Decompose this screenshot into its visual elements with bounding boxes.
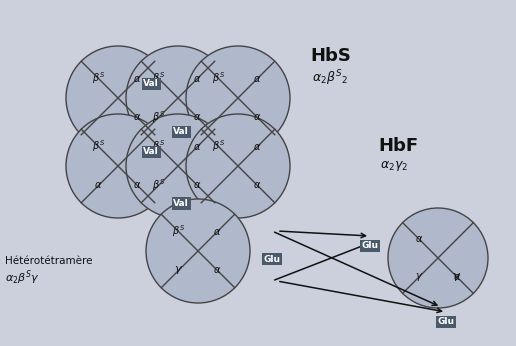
Text: Hétérotétramère: Hétérotétramère xyxy=(5,256,92,266)
Text: $\alpha$: $\alpha$ xyxy=(253,181,262,190)
Circle shape xyxy=(126,46,230,150)
Text: $\beta^S$: $\beta^S$ xyxy=(152,177,165,193)
Circle shape xyxy=(186,46,290,150)
Text: $\beta^S$: $\beta^S$ xyxy=(92,71,105,86)
Text: $\alpha$: $\alpha$ xyxy=(133,181,141,190)
Circle shape xyxy=(66,114,170,218)
Text: $\alpha$: $\alpha$ xyxy=(94,181,103,190)
Text: $\alpha$: $\alpha$ xyxy=(194,74,202,83)
Circle shape xyxy=(66,46,170,150)
Text: $\alpha_2\beta^S{}_2$: $\alpha_2\beta^S{}_2$ xyxy=(312,68,348,88)
Text: $\alpha$: $\alpha$ xyxy=(194,142,202,152)
Circle shape xyxy=(126,114,230,218)
Text: $\beta^S$: $\beta^S$ xyxy=(152,139,165,154)
Text: $\alpha$: $\alpha$ xyxy=(194,181,202,190)
Text: $\gamma$: $\gamma$ xyxy=(452,271,461,283)
Text: $\gamma$: $\gamma$ xyxy=(415,271,423,283)
Circle shape xyxy=(186,114,290,218)
Text: Val: Val xyxy=(143,147,159,156)
Text: $\beta^S$: $\beta^S$ xyxy=(152,110,165,125)
Text: $\alpha$: $\alpha$ xyxy=(453,272,461,282)
Circle shape xyxy=(146,199,250,303)
Text: $\alpha_2\gamma_2$: $\alpha_2\gamma_2$ xyxy=(380,159,408,173)
Text: $\alpha$: $\alpha$ xyxy=(415,234,424,244)
Text: $\beta^S$: $\beta^S$ xyxy=(212,71,225,86)
Text: $\beta^S$: $\beta^S$ xyxy=(152,71,165,86)
Text: $\beta^S$: $\beta^S$ xyxy=(212,139,225,154)
Text: $\alpha$: $\alpha$ xyxy=(253,142,262,152)
Text: $\alpha$: $\alpha$ xyxy=(213,227,221,237)
Text: $\gamma$: $\gamma$ xyxy=(174,264,183,276)
Text: Val: Val xyxy=(143,80,159,89)
Text: Glu: Glu xyxy=(264,255,281,264)
Text: HbS: HbS xyxy=(310,47,351,65)
Text: Glu: Glu xyxy=(438,318,455,327)
Text: HbF: HbF xyxy=(378,137,418,155)
Text: $\alpha$: $\alpha$ xyxy=(133,74,141,83)
Text: $\alpha$: $\alpha$ xyxy=(253,112,262,122)
Text: $\alpha$: $\alpha$ xyxy=(213,265,221,275)
Text: Val: Val xyxy=(173,199,189,208)
Text: $\alpha$: $\alpha$ xyxy=(253,74,262,83)
Text: $\alpha_2\beta^S\gamma$: $\alpha_2\beta^S\gamma$ xyxy=(5,269,40,287)
Text: Glu: Glu xyxy=(362,242,379,251)
Circle shape xyxy=(388,208,488,308)
Text: $\beta^S$: $\beta^S$ xyxy=(92,139,105,154)
Text: $\beta^S$: $\beta^S$ xyxy=(172,224,185,239)
Text: $\alpha$: $\alpha$ xyxy=(133,112,141,122)
Text: Val: Val xyxy=(173,127,189,137)
Text: $\alpha$: $\alpha$ xyxy=(194,112,202,122)
